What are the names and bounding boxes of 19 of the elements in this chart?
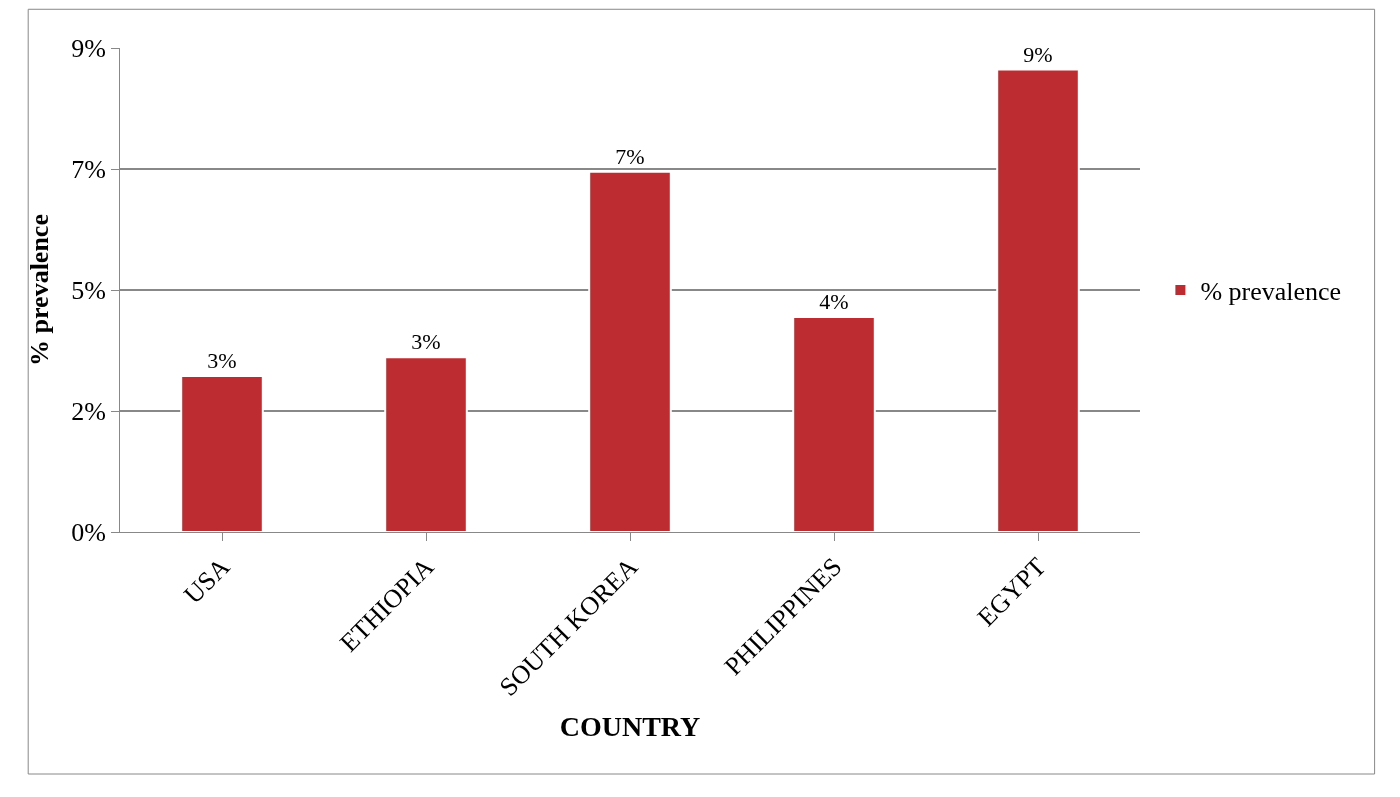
y-tick-label: 0% <box>71 518 106 548</box>
legend-label: % prevalence <box>1200 277 1342 307</box>
data-label: 3% <box>207 348 237 374</box>
y-tick-label: 5% <box>71 276 106 306</box>
bar <box>384 356 468 532</box>
x-axis-title: COUNTRY <box>559 710 701 742</box>
x-tick-label: USA <box>178 551 236 610</box>
bar <box>792 315 876 532</box>
data-label: 4% <box>819 288 849 314</box>
bar <box>996 68 1080 532</box>
y-tick-label: 9% <box>71 34 106 64</box>
data-label: 7% <box>615 143 645 169</box>
y-axis-title: % prevalence <box>24 214 54 366</box>
data-label: 3% <box>411 329 441 355</box>
y-tick-label: 2% <box>71 397 106 427</box>
y-tick-label: 7% <box>71 155 106 185</box>
bar <box>588 170 672 532</box>
bar <box>180 375 264 532</box>
data-label: 9% <box>1023 41 1053 67</box>
